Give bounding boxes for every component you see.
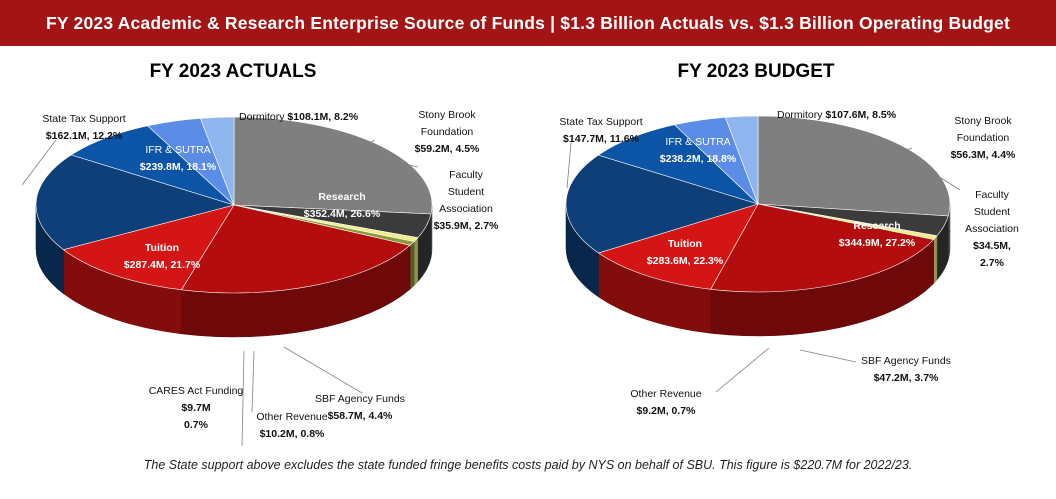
budget-label-stony-brook-foundation: Stony Brook Foundation $56.3M, 4.4% [951,115,1016,161]
actuals-label-cares-act-funding: CARES Act Funding $9.7M 0.7% [149,385,244,431]
actuals-side-other-revenue [413,237,419,287]
actuals-leader-faculty-student-association [384,159,419,168]
actuals-pie: Research $352.4M, 26.6% SBF Agency Funds $5… [21,109,499,447]
actuals-leader-stony-brook-foundation [355,139,376,151]
budget-side-other-revenue [933,235,938,285]
actuals-label-sbf-agency-funds: SBF Agency Funds $58.7M, 4.4% [315,393,405,422]
budget-label-sbf-agency-funds: SBF Agency Funds $47.2M, 3.7% [861,355,951,384]
actuals-slice-dormitory [70,125,235,206]
actuals-label-tuition: Tuition $287.4M, 21.7% [124,242,201,271]
budget-slice-faculty-student-association [724,115,759,205]
budget-leader-faculty-student-association [921,165,961,191]
actuals-label-state-tax-support: State Tax Support $162.1M, 12.2% [42,113,125,142]
budget-label-ifr-sutra: IFR & SUTRA $238.2M, 18.8% [660,136,737,165]
budget-label-faculty-student-association: Faculty Student Association $34.5M, 2.7% [965,189,1019,269]
actuals-label-stony-brook-foundation: Stony Brook Foundation $59.2M, 4.5% [415,109,480,155]
actuals-side-cares-act-funding [409,241,415,290]
budget-chart-title: FY 2023 BUDGET [677,61,835,82]
budget-label-tuition: Tuition $283.6M, 22.3% [647,238,724,267]
actuals-label-ifr-sutra: IFR & SUTRA $239.8M, 18.1% [140,144,217,173]
actuals-leader-other-revenue [251,350,255,413]
budget-label-other-revenue: Other Revenue $9.2M, 0.7% [630,388,701,417]
banner-title: FY 2023 Academic & Research Enterprise S… [46,12,1010,33]
budget-slice-tuition [710,203,935,293]
actuals-slice-ifr-sutra [35,154,236,250]
actuals-leader-state-tax-support [21,139,57,186]
budget-label-research: Research $344.9M, 27.2% [839,220,916,249]
actuals-label-other-revenue: Other Revenue $10.2M, 0.8% [256,411,327,440]
actuals-leader-cares-act-funding [241,350,245,447]
actuals-label-research: Research $352.4M, 26.6% [304,191,381,220]
actuals-slice-faculty-student-association [199,116,235,206]
budget-pie: Research $344.9M, 27.2% SBF Agency Funds $4… [559,109,1019,417]
actuals-leader-sbf-agency-funds [283,346,363,394]
actuals-chart-title: FY 2023 ACTUALS [149,61,317,82]
budget-label-dormitory: Dormitory $107.6M, 8.5% [777,109,897,121]
actuals-slice-tuition [180,204,411,294]
budget-slice-research [757,115,951,217]
budget-slice-dormitory [597,124,759,205]
page-banner: FY 2023 Academic & Research Enterprise S… [0,0,1056,46]
actuals-slice-state-tax-support [62,204,235,291]
budget-leader-state-tax-support [566,142,572,189]
budget-leader-sbf-agency-funds [799,349,857,363]
budget-leader-stony-brook-foundation [889,147,913,156]
actuals-label-dormitory: Dormitory $108.1M, 8.2% [239,111,359,123]
actuals-label-faculty-student-association: Faculty Student Association $35.9M, 2.7% [434,169,499,232]
budget-label-state-tax-support: State Tax Support $147.7M, 11.6% [559,116,642,145]
budget-slice-ifr-sutra [565,154,760,254]
budget-slice-state-tax-support [597,203,759,290]
footnote: The State support above excludes the sta… [143,458,913,472]
actuals-slice-research [233,116,433,215]
budget-leader-other-revenue [715,347,770,393]
